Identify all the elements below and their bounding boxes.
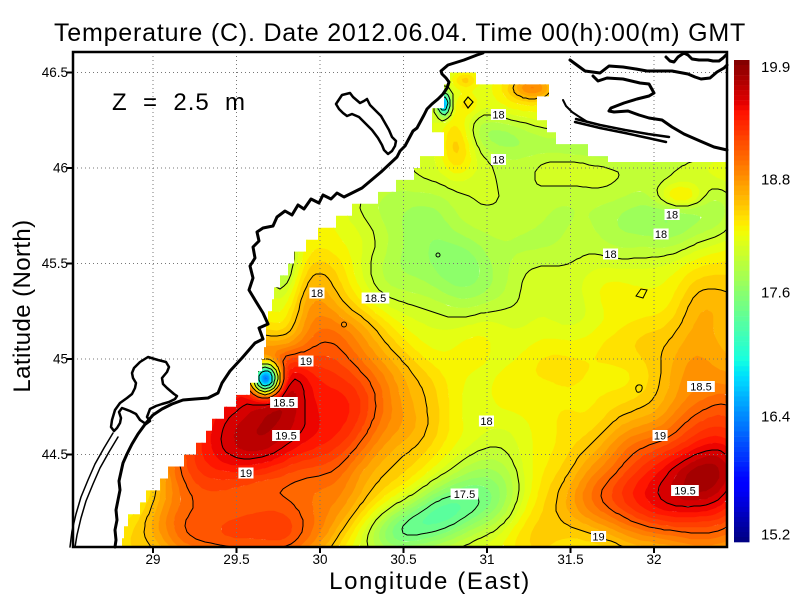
svg-text:29: 29 [145, 552, 160, 567]
svg-text:Z = 2.5 m: Z = 2.5 m [112, 89, 246, 116]
svg-text:19.9: 19.9 [761, 59, 790, 76]
svg-text:18.5: 18.5 [273, 397, 294, 409]
svg-text:Longitude (East): Longitude (East) [329, 568, 531, 595]
svg-text:19: 19 [654, 430, 666, 442]
svg-text:19.5: 19.5 [275, 430, 296, 442]
svg-text:17.6: 17.6 [761, 285, 790, 302]
svg-text:18.5: 18.5 [690, 381, 711, 393]
svg-text:29.5: 29.5 [223, 552, 249, 567]
svg-text:Temperature (C). Date 2012.06.: Temperature (C). Date 2012.06.04. Time 0… [54, 19, 746, 47]
svg-text:Latitude (North): Latitude (North) [9, 219, 36, 392]
svg-text:19.5: 19.5 [674, 485, 695, 497]
svg-text:30.5: 30.5 [390, 552, 416, 567]
svg-text:18: 18 [655, 229, 667, 241]
svg-text:18: 18 [492, 109, 504, 121]
svg-text:18: 18 [666, 209, 678, 221]
svg-text:30: 30 [312, 552, 327, 567]
svg-text:45: 45 [53, 352, 68, 367]
svg-text:19: 19 [240, 468, 252, 480]
svg-text:18: 18 [480, 416, 492, 428]
svg-text:18: 18 [311, 288, 323, 300]
svg-text:45.5: 45.5 [42, 256, 68, 271]
svg-text:31.5: 31.5 [557, 552, 583, 567]
svg-text:18.5: 18.5 [365, 293, 386, 305]
svg-text:18: 18 [604, 249, 616, 261]
svg-text:16.4: 16.4 [761, 409, 790, 426]
svg-text:44.5: 44.5 [42, 447, 68, 462]
svg-text:19: 19 [592, 531, 604, 543]
svg-text:15.2: 15.2 [761, 527, 790, 544]
svg-text:46.5: 46.5 [42, 65, 68, 80]
svg-text:19: 19 [300, 356, 312, 368]
svg-text:46: 46 [53, 161, 68, 176]
svg-text:31: 31 [479, 552, 494, 567]
svg-text:17.5: 17.5 [454, 489, 475, 501]
svg-text:18: 18 [492, 154, 504, 166]
svg-text:18.8: 18.8 [761, 172, 790, 189]
svg-text:32: 32 [646, 552, 661, 567]
